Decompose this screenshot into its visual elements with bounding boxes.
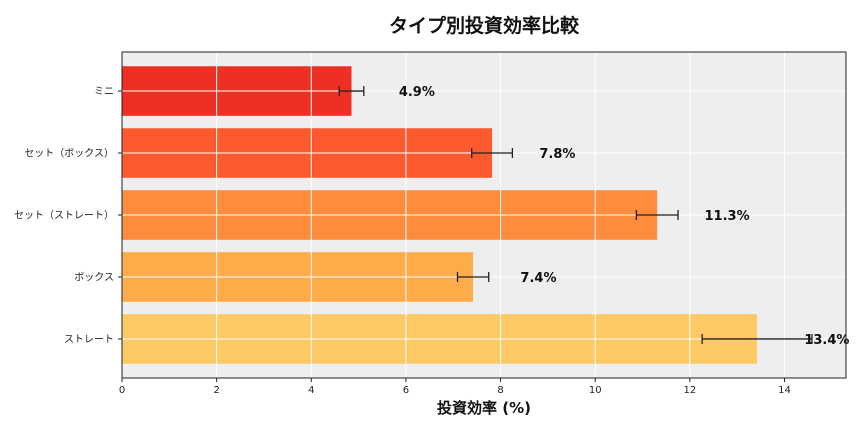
data-label: 13.4%	[804, 333, 849, 348]
y-tick-label: ストレート	[64, 334, 114, 345]
x-tick-label: 10	[589, 385, 602, 396]
x-tick-label: 12	[683, 385, 696, 396]
y-tick-label: セット（ストレート）	[14, 210, 114, 222]
y-tick-label: ミニ	[94, 87, 114, 98]
x-tick-label: 2	[213, 385, 219, 396]
data-label: 4.9%	[399, 85, 435, 100]
plot-frame	[121, 51, 847, 379]
y-tick-label: セット（ボックス）	[24, 148, 114, 160]
data-label: 7.4%	[520, 271, 556, 286]
y-tick-label: ボックス	[74, 271, 114, 283]
x-axis-label: 投資効率 (%)	[437, 399, 531, 417]
data-label: 7.8%	[539, 147, 575, 162]
x-tick-label: 8	[497, 385, 503, 396]
x-tick-label: 4	[308, 385, 314, 396]
x-tick-label: 0	[119, 385, 125, 396]
x-tick-label: 6	[403, 385, 409, 396]
data-label: 11.3%	[705, 209, 750, 224]
chart-title: タイプ別投資効率比較	[389, 14, 580, 37]
x-tick-label: 14	[778, 385, 791, 396]
